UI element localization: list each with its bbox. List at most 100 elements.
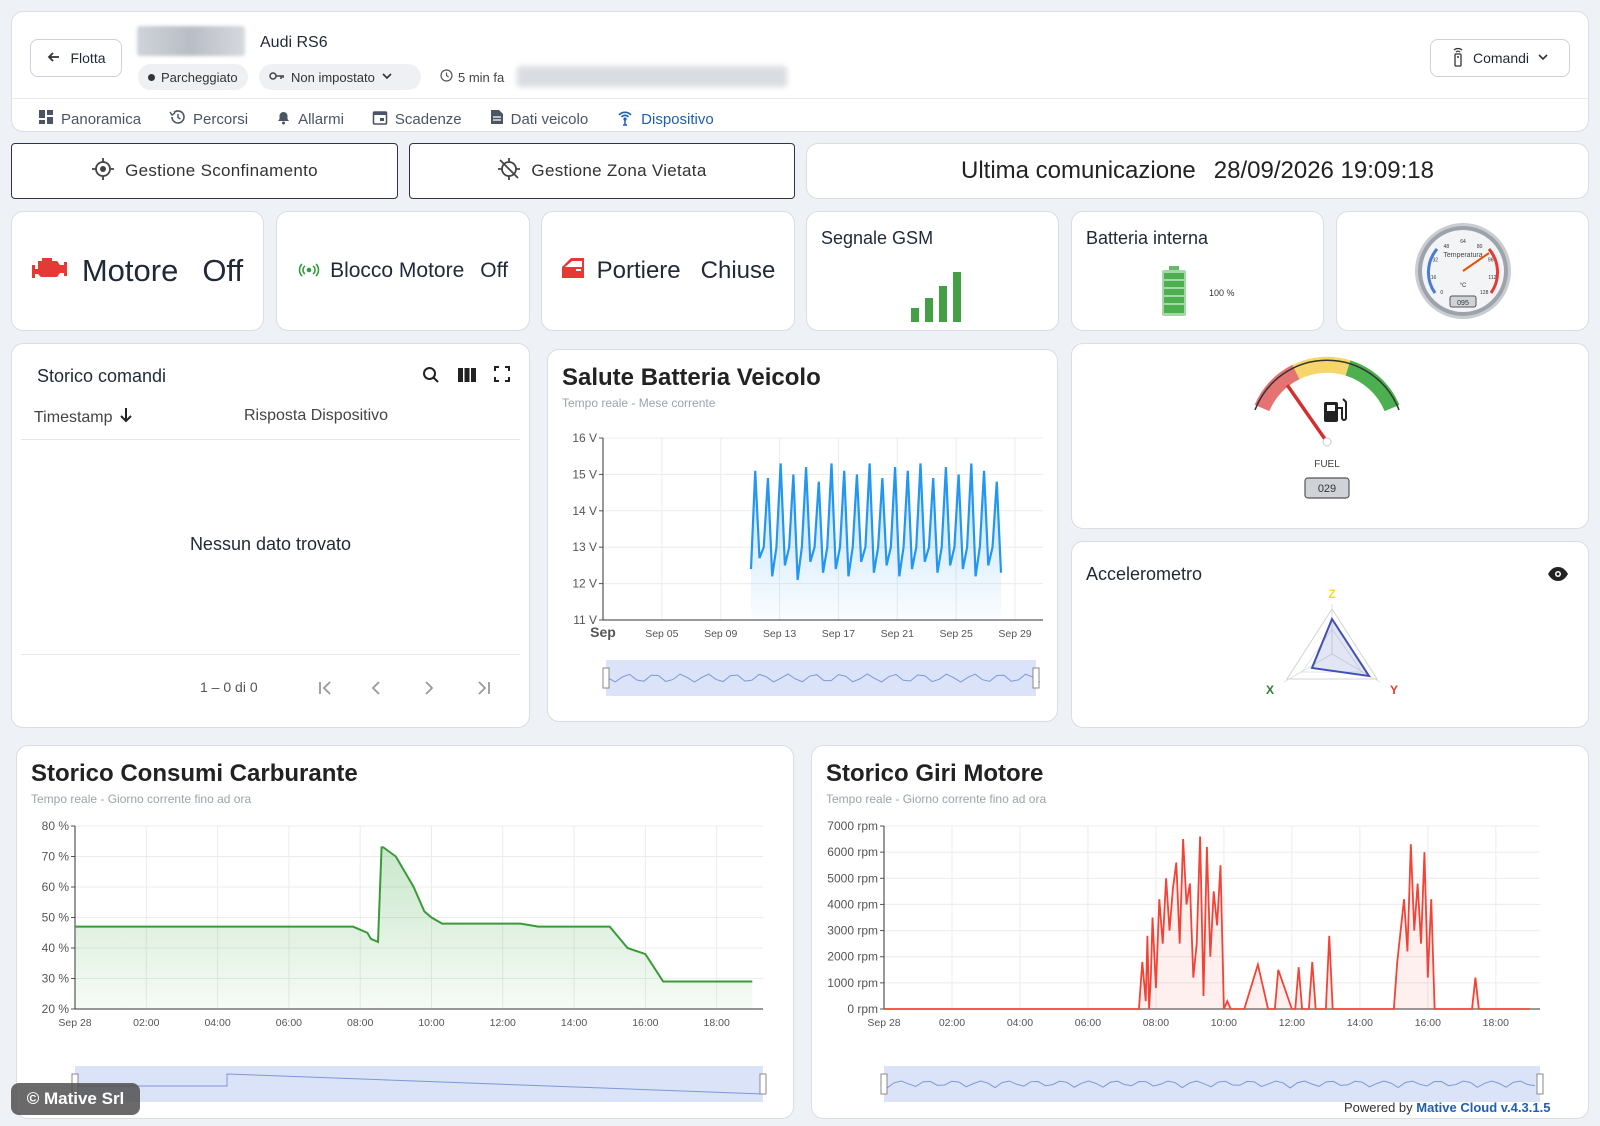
- chart-subtitle: Tempo reale - Giorno corrente fino ad or…: [826, 792, 1047, 806]
- rpm-chart: 0 rpm 1000 rpm 2000 rpm 3000 rpm 4000 rpm 500…: [827, 819, 1544, 1102]
- accelerometer-card: Accelerometro Z X Y: [1071, 541, 1589, 728]
- geofence-button[interactable]: Gestione Sconfinamento: [11, 143, 398, 199]
- fuel-gauge: FUEL 029: [1254, 356, 1400, 499]
- fuel-label: FUEL: [1314, 459, 1340, 470]
- chart-title: Storico Giri Motore: [826, 760, 1044, 787]
- next-page-icon[interactable]: [422, 680, 436, 701]
- navigator-handle-left: [880, 1073, 888, 1095]
- prev-page-icon[interactable]: [369, 680, 383, 701]
- gsm-title: Segnale GSM: [821, 228, 934, 248]
- x-tick-label: Sep 05: [645, 628, 678, 640]
- column-timestamp[interactable]: Timestamp: [34, 407, 133, 428]
- driver-chip-label: Non impostato: [291, 69, 375, 85]
- battery-line: [749, 463, 1003, 581]
- doors-label: Portiere: [596, 257, 681, 284]
- remote-icon: [1451, 47, 1465, 70]
- temp-unit: °C: [1459, 283, 1466, 289]
- column-response[interactable]: Risposta Dispositivo: [244, 407, 389, 424]
- y-tick-label: 6000 rpm: [827, 845, 878, 859]
- fuel-area: [75, 847, 753, 1009]
- tab-bar: Panoramica Percorsi Allarmi Scadenze Dat…: [38, 108, 714, 130]
- y-tick-label: 14 V: [572, 504, 597, 518]
- document-icon: [490, 109, 504, 129]
- x-tick-label: 04:00: [204, 1017, 230, 1029]
- geofence-label: Gestione Sconfinamento: [125, 161, 318, 180]
- doors-card: Portiere Chiuse: [541, 211, 795, 331]
- navigator-series: [75, 1073, 764, 1095]
- x-tick-label: Sep 21: [881, 628, 914, 640]
- y-tick-label: 20 %: [42, 1002, 70, 1016]
- back-button[interactable]: Flotta: [30, 39, 122, 77]
- driver-select[interactable]: Non impostato: [259, 64, 421, 90]
- forbidden-zone-label: Gestione Zona Vietata: [531, 161, 707, 180]
- tab-scadenze[interactable]: Scadenze: [372, 108, 462, 130]
- powered-by-label: Powered by: [1344, 1100, 1413, 1115]
- temp-tick-label: 96: [1487, 258, 1493, 264]
- tab-panoramica[interactable]: Panoramica: [38, 108, 141, 130]
- x-tick-label: 18:00: [704, 1017, 730, 1029]
- first-page-icon[interactable]: [317, 680, 335, 701]
- x-tick-label: 08:00: [347, 1017, 373, 1029]
- chart-subtitle: Tempo reale - Mese corrente: [562, 396, 716, 410]
- fuel-consumption-card: Storico Consumi Carburante Tempo reale -…: [16, 745, 794, 1119]
- battery-area: [751, 463, 1001, 620]
- car-door-icon: [561, 257, 585, 286]
- navigator-series: [607, 673, 1041, 683]
- tab-label: Dati veicolo: [510, 110, 589, 128]
- fuel-pump-icon: [1324, 398, 1347, 422]
- battery-chart: 11 V 12 V 13 V 14 V 15 V 16 V Sep Sep 05 Sep 09 S…: [572, 431, 1043, 696]
- eye-icon[interactable]: [1547, 566, 1569, 587]
- y-tick-label: 30 %: [42, 972, 70, 986]
- y-tick-label: 1000 rpm: [827, 976, 878, 990]
- x-tick-label: Sep 28: [867, 1017, 900, 1029]
- x-tick-label: 14:00: [1347, 1017, 1373, 1029]
- status-chip: Parcheggiato: [138, 64, 248, 90]
- axis-y-label: Y: [1390, 683, 1398, 697]
- powered-by[interactable]: Powered by Mative Cloud v.4.3.1.5: [1344, 1100, 1550, 1115]
- navigator-area: [75, 1066, 763, 1102]
- signal-bars-icon: [911, 272, 961, 322]
- temp-value: 095: [1457, 300, 1469, 307]
- last-comm-value: 28/09/2026 19:09:18: [1213, 157, 1434, 184]
- y-tick-label: 15 V: [572, 467, 597, 481]
- tab-allarmi[interactable]: Allarmi: [276, 108, 344, 130]
- command-history-card: Storico comandi Timestamp Risposta Dispo…: [11, 343, 530, 728]
- accelerometer-radar: Z X Y: [1266, 587, 1398, 697]
- y-tick-label: 5000 rpm: [827, 871, 878, 885]
- vehicle-name: Audi RS6: [260, 34, 328, 51]
- engine-block-value: Off: [480, 259, 508, 282]
- tab-dati-veicolo[interactable]: Dati veicolo: [490, 108, 589, 130]
- fullscreen-icon[interactable]: [494, 366, 510, 387]
- broadcast-icon: [298, 259, 320, 283]
- navigator-handle-right: [759, 1073, 767, 1095]
- temperature-card: Temperatura 0 16 32 48 64 80 96 112 128 °C 095: [1336, 211, 1589, 331]
- x-tick-label: 10:00: [418, 1017, 444, 1029]
- x-tick-label: 16:00: [632, 1017, 658, 1029]
- columns-icon[interactable]: [458, 368, 476, 387]
- x-tick-label: 08:00: [1143, 1017, 1169, 1029]
- last-page-icon[interactable]: [474, 680, 492, 701]
- tab-percorsi[interactable]: Percorsi: [169, 108, 248, 130]
- y-tick-label: 11 V: [573, 613, 597, 627]
- chevron-down-icon: [381, 70, 393, 85]
- forbidden-zone-button[interactable]: Gestione Zona Vietata: [409, 143, 795, 199]
- commands-button[interactable]: Comandi: [1430, 39, 1570, 77]
- vehicle-image: [137, 26, 245, 56]
- tab-dispositivo[interactable]: Dispositivo: [616, 108, 714, 130]
- chart-title: Storico Consumi Carburante: [31, 760, 358, 787]
- watermark: © Mative Srl: [11, 1083, 140, 1115]
- clock-icon: [440, 69, 453, 85]
- arrow-left-icon: [46, 49, 62, 68]
- x-tick-label: Sep 29: [998, 628, 1031, 640]
- tab-label: Allarmi: [298, 110, 344, 128]
- x-tick-label: 04:00: [1007, 1017, 1033, 1029]
- x-tick-label: 02:00: [939, 1017, 965, 1029]
- last-update: 5 min fa: [440, 69, 504, 85]
- battery-health-card: Salute Batteria Veicolo Tempo reale - Me…: [547, 349, 1058, 722]
- arrow-down-icon: [119, 407, 133, 428]
- gsm-card: Segnale GSM: [806, 211, 1059, 331]
- search-icon[interactable]: [422, 366, 440, 389]
- x-tick-label: Sep 25: [940, 628, 973, 640]
- navigator-handle-right: [1536, 1073, 1544, 1095]
- y-tick-label: 4000 rpm: [827, 897, 878, 911]
